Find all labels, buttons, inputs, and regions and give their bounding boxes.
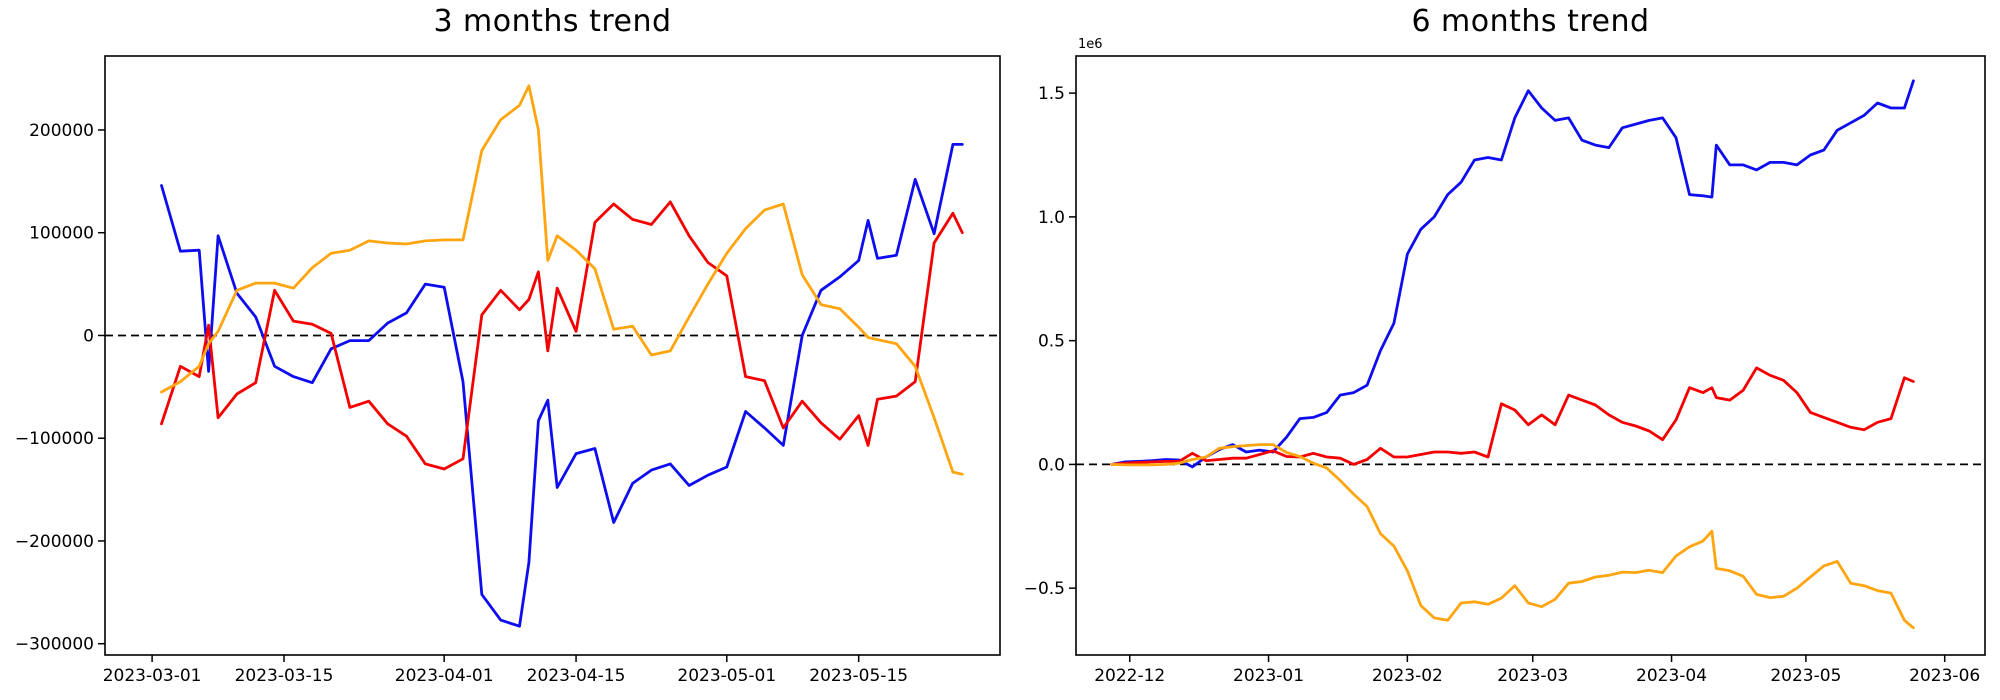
x-tick-label: 2022-12 [1094, 666, 1165, 686]
series-line-red [160, 200, 964, 471]
x-tick-label: 2023-02 [1372, 666, 1443, 686]
y-tick-label: 100000 [29, 224, 94, 244]
chart-title-6-months: 6 months trend [1411, 4, 1650, 39]
x-tick-label: 2023-03 [1497, 666, 1568, 686]
x-tick-label: 2023-06 [1909, 666, 1980, 686]
chart-title-3-months: 3 months trend [433, 4, 672, 39]
x-tick-label: 2023-03-01 [103, 666, 202, 686]
y-tick-label: 1.5 [1038, 84, 1065, 104]
x-tick-label: 2023-03-15 [235, 666, 334, 686]
y-tick-label: −200000 [15, 532, 94, 552]
y-tick-label: −0.5 [1024, 579, 1065, 599]
series-line-orange [1110, 443, 1915, 630]
series-line-blue [1110, 79, 1915, 469]
series-line-orange [160, 84, 964, 476]
series-line-blue [160, 142, 964, 628]
y-tick-label: 200000 [29, 121, 94, 141]
y-tick-label: 0.0 [1038, 455, 1065, 475]
axes-frame [1075, 55, 1986, 656]
chart-1: 1.5 1.0 0.5 0.0 −0.5 2022-12 2023-01 2023-02 202… [1024, 37, 1986, 686]
axes-frame [104, 55, 1001, 656]
x-tick-label: 2023-05 [1770, 666, 1841, 686]
x-tick-label: 2023-04 [1636, 666, 1707, 686]
y-tick-label: −100000 [15, 429, 94, 449]
y-axis-offset-label: 1e6 [1078, 37, 1103, 52]
y-tick-label: −300000 [15, 635, 94, 655]
chart-0: 200000 100000 0 −100000 −200000 −300000 2023-0… [15, 55, 1001, 686]
y-tick-label: 0 [83, 326, 94, 346]
x-tick-label: 2023-05-15 [809, 666, 908, 686]
x-tick-label: 2023-04-15 [527, 666, 626, 686]
series-line-red [1110, 366, 1915, 466]
x-tick-label: 2023-04-01 [395, 666, 494, 686]
y-tick-label: 0.5 [1038, 332, 1065, 352]
x-tick-label: 2023-05-01 [677, 666, 776, 686]
y-tick-label: 1.0 [1038, 208, 1065, 228]
x-tick-label: 2023-01 [1233, 666, 1304, 686]
